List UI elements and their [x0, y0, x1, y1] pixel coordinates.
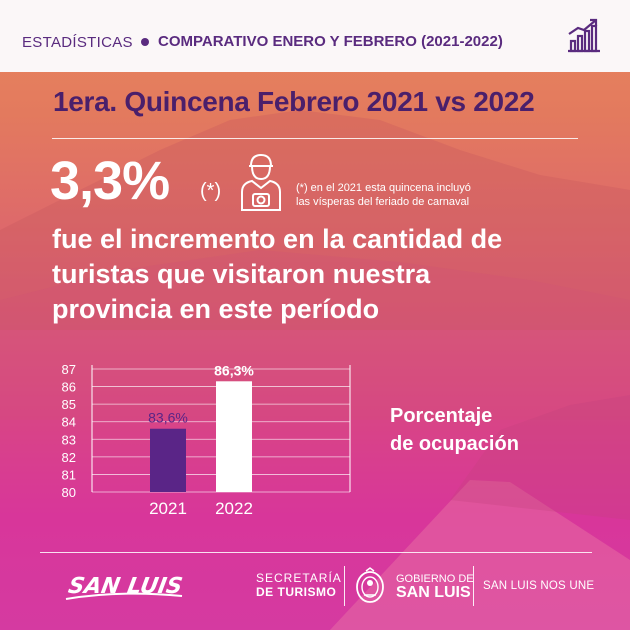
description-line-1: fue el incremento en la cantidad de	[52, 224, 503, 254]
x-tick-label: 2021	[149, 499, 187, 518]
legend-line-1: Porcentaje	[390, 405, 493, 427]
headline-description: fue el incremento en la cantidad de turi…	[52, 222, 572, 327]
header-bar: ESTADÍSTICAS COMPARATIVO ENERO Y FEBRERO…	[0, 0, 630, 72]
asterisk-mark: (*)	[200, 180, 222, 202]
bar-2021	[150, 428, 186, 492]
footnote: (*) en el 2021 esta quincena incluyó las…	[296, 181, 471, 209]
gobierno-san-luis: GOBIERNO DE SAN LUIS	[396, 572, 474, 601]
y-tick-label: 80	[62, 485, 76, 500]
y-tick-label: 85	[62, 397, 76, 412]
bar-2022	[216, 381, 252, 492]
tourist-camera-icon	[241, 153, 281, 211]
x-tick-label: 2022	[215, 499, 253, 518]
chart-legend: Porcentaje de ocupación	[390, 402, 519, 458]
headline-percent: 3,3%	[50, 151, 170, 211]
gob-line-1: GOBIERNO DE	[396, 573, 474, 585]
gob-line-2: SAN LUIS	[396, 584, 471, 601]
footer-divider	[40, 552, 592, 553]
y-tick-label: 84	[62, 415, 76, 430]
footnote-line-2: las vísperas del feriado de carnaval	[296, 196, 470, 208]
section-label: ESTADÍSTICAS	[22, 34, 133, 51]
sec-line-1: SECRETARÍA	[256, 571, 342, 585]
footnote-line-1: (*) en el 2021 esta quincena incluyó	[296, 182, 471, 194]
description-line-3: provincia en este período	[52, 294, 380, 324]
bullet-dot	[141, 38, 149, 46]
occupancy-bar-chart: 80 81 82 83 84 85 86 87 83,6% 2021 86,3% 2022	[62, 362, 351, 518]
bar-chart-growth-icon	[568, 18, 600, 53]
san-luis-logo: SAN LUIS	[65, 573, 185, 600]
y-tick-label: 86	[62, 380, 76, 395]
secretaria-turismo: SECRETARÍA DE TURISMO	[256, 571, 342, 599]
y-tick-label: 83	[62, 432, 76, 447]
page-subtitle: 1era. Quincena Febrero 2021 vs 2022	[53, 86, 535, 117]
description-line-2: turistas que visitaron nuestra	[52, 259, 431, 289]
data-label-2021: 83,6%	[148, 410, 188, 426]
province-shield-icon	[356, 567, 384, 603]
divider	[52, 138, 578, 139]
header-title: COMPARATIVO ENERO Y FEBRERO (2021-2022)	[158, 33, 503, 50]
y-tick-label: 87	[62, 362, 76, 377]
footer-separator	[344, 566, 345, 606]
sec-line-2: DE TURISMO	[256, 585, 337, 599]
data-label-2022: 86,3%	[214, 362, 254, 378]
footer-separator-2	[473, 566, 474, 606]
y-tick-label: 81	[62, 467, 76, 482]
y-tick-label: 82	[62, 450, 76, 465]
legend-line-2: de ocupación	[390, 433, 519, 455]
slogan: SAN LUIS NOS UNE	[483, 580, 595, 592]
